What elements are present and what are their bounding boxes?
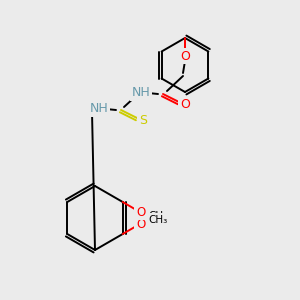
Text: CH₃: CH₃ <box>148 215 167 225</box>
Text: CH₃: CH₃ <box>148 211 167 221</box>
Text: O: O <box>180 98 190 110</box>
Text: O: O <box>180 50 190 62</box>
Text: O: O <box>136 218 145 230</box>
Text: NH: NH <box>132 86 150 100</box>
Text: O: O <box>136 206 145 218</box>
Text: S: S <box>139 113 147 127</box>
Text: NH: NH <box>90 103 108 116</box>
